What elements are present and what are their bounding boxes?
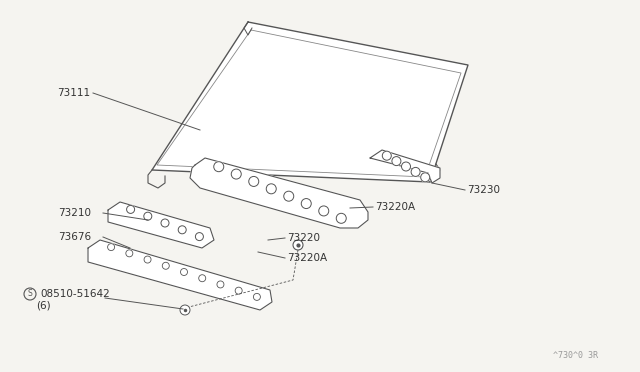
Circle shape <box>392 157 401 166</box>
Circle shape <box>284 191 294 201</box>
Text: 73111: 73111 <box>57 88 90 98</box>
Circle shape <box>161 219 169 227</box>
Circle shape <box>253 294 260 300</box>
Circle shape <box>195 232 204 241</box>
Circle shape <box>293 240 303 250</box>
Polygon shape <box>152 22 468 182</box>
Circle shape <box>217 281 224 288</box>
Circle shape <box>144 212 152 220</box>
Text: 73210: 73210 <box>58 208 91 218</box>
Circle shape <box>301 199 311 209</box>
Circle shape <box>411 167 420 176</box>
Circle shape <box>180 269 188 276</box>
Circle shape <box>319 206 329 216</box>
Circle shape <box>199 275 205 282</box>
Circle shape <box>127 205 134 214</box>
Text: 73676: 73676 <box>58 232 91 242</box>
Circle shape <box>178 226 186 234</box>
Text: 08510-51642: 08510-51642 <box>40 289 109 299</box>
Circle shape <box>180 305 190 315</box>
Text: 73220A: 73220A <box>375 202 415 212</box>
Polygon shape <box>190 158 368 228</box>
Text: ^730^0 3R: ^730^0 3R <box>553 351 598 360</box>
Polygon shape <box>88 240 272 310</box>
Circle shape <box>382 151 391 160</box>
Circle shape <box>214 162 224 172</box>
Circle shape <box>420 173 429 182</box>
Circle shape <box>266 184 276 194</box>
Polygon shape <box>370 150 440 183</box>
Circle shape <box>126 250 133 257</box>
Circle shape <box>231 169 241 179</box>
Text: S: S <box>28 289 33 298</box>
Circle shape <box>401 162 410 171</box>
Circle shape <box>163 262 169 269</box>
Text: 73220: 73220 <box>287 233 320 243</box>
Circle shape <box>235 287 242 294</box>
Text: (6): (6) <box>36 301 51 311</box>
Polygon shape <box>108 202 214 248</box>
Circle shape <box>144 256 151 263</box>
Circle shape <box>108 244 115 251</box>
Circle shape <box>249 176 259 186</box>
Text: 73230: 73230 <box>467 185 500 195</box>
Circle shape <box>336 213 346 223</box>
Text: 73220A: 73220A <box>287 253 327 263</box>
